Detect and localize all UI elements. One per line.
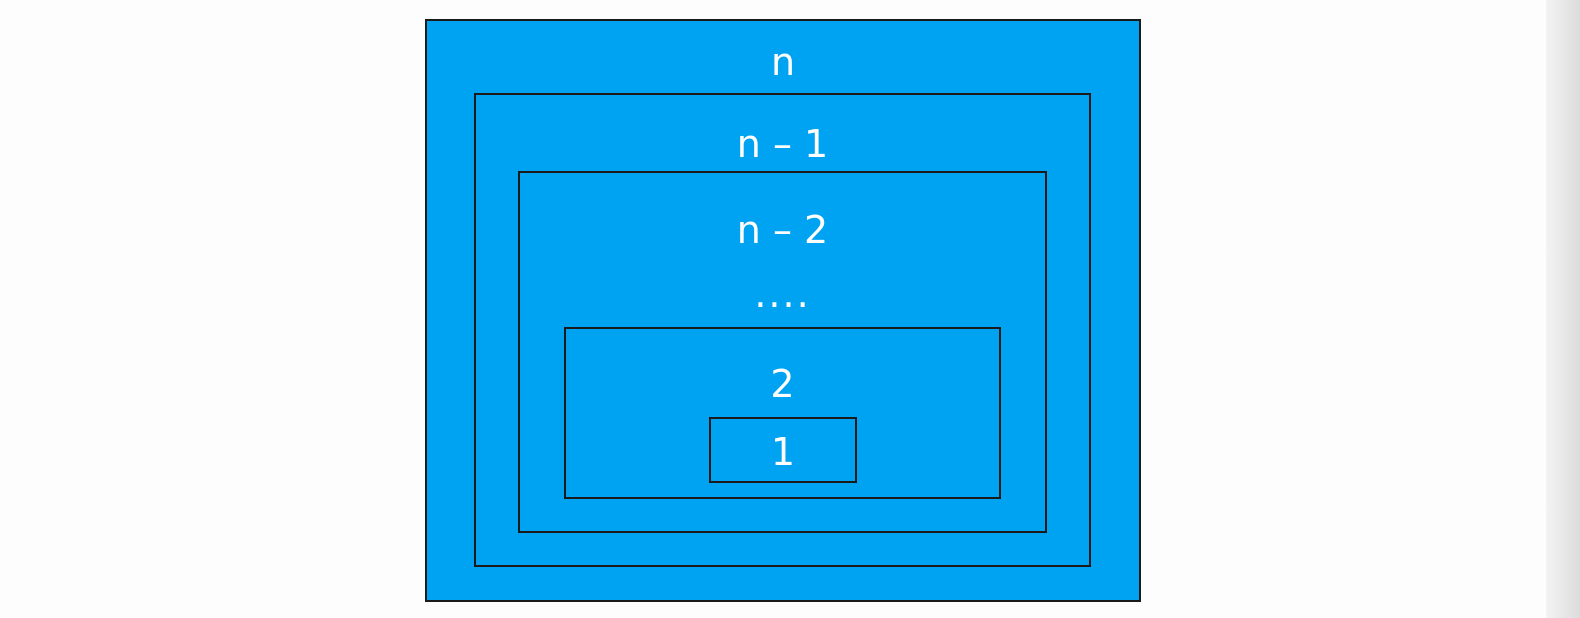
level-n-minus-2-label: n – 2 bbox=[736, 208, 829, 252]
level-n-label: n bbox=[770, 40, 796, 84]
level-n-minus-2-box: n – 2 .... 2 1 bbox=[518, 171, 1047, 533]
level-n-minus-1-label: n – 1 bbox=[736, 122, 829, 166]
ellipsis-label: .... bbox=[754, 272, 811, 316]
level-2-box: 2 1 bbox=[564, 327, 1001, 499]
level-1-label: 1 bbox=[770, 430, 796, 474]
level-2-label: 2 bbox=[770, 362, 795, 406]
level-1-box: 1 bbox=[709, 417, 857, 483]
level-n-minus-1-box: n – 1 n – 2 .... 2 1 bbox=[474, 93, 1091, 567]
level-n-box: n n – 1 n – 2 .... 2 1 bbox=[425, 19, 1141, 602]
page-edge-shadow bbox=[1546, 0, 1580, 618]
